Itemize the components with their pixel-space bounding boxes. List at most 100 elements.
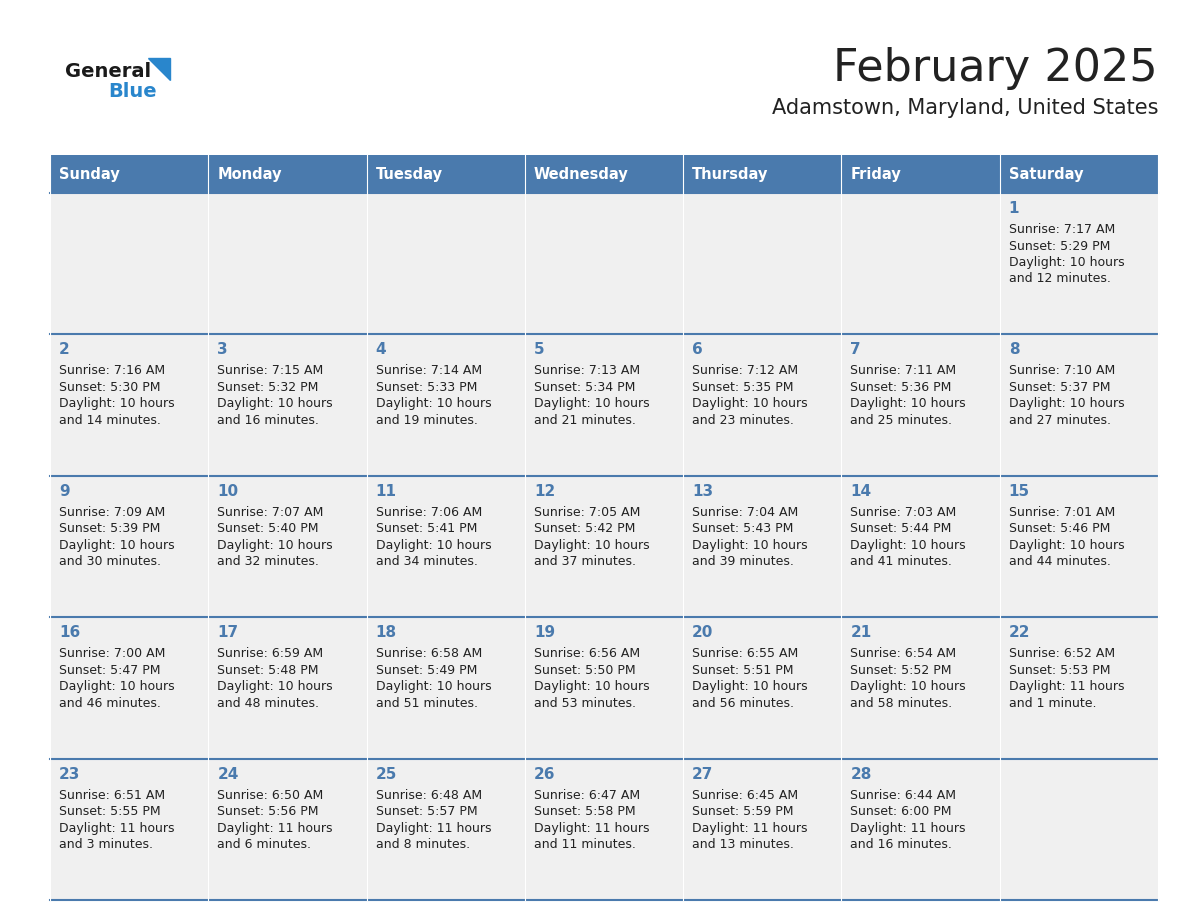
Text: and 16 minutes.: and 16 minutes. xyxy=(217,414,320,427)
Text: 28: 28 xyxy=(851,767,872,781)
Bar xyxy=(525,193,683,334)
Text: 19: 19 xyxy=(533,625,555,640)
Text: February 2025: February 2025 xyxy=(833,47,1158,89)
Text: Daylight: 10 hours: Daylight: 10 hours xyxy=(217,397,333,410)
Bar xyxy=(367,758,525,900)
Text: Sunset: 5:42 PM: Sunset: 5:42 PM xyxy=(533,522,636,535)
Text: 7: 7 xyxy=(851,342,861,357)
Text: 1: 1 xyxy=(1009,201,1019,216)
Text: Sunset: 5:40 PM: Sunset: 5:40 PM xyxy=(217,522,318,535)
Text: 27: 27 xyxy=(693,767,714,781)
Bar xyxy=(841,334,1000,476)
Text: and 34 minutes.: and 34 minutes. xyxy=(375,555,478,568)
Bar xyxy=(208,193,367,334)
Text: 15: 15 xyxy=(1009,484,1030,498)
Text: Sunrise: 6:55 AM: Sunrise: 6:55 AM xyxy=(693,647,798,660)
Text: Sunset: 5:32 PM: Sunset: 5:32 PM xyxy=(217,381,318,394)
Text: Sunrise: 6:51 AM: Sunrise: 6:51 AM xyxy=(59,789,165,801)
Text: Sunset: 5:34 PM: Sunset: 5:34 PM xyxy=(533,381,636,394)
Text: and 53 minutes.: and 53 minutes. xyxy=(533,697,636,710)
Text: Daylight: 11 hours: Daylight: 11 hours xyxy=(1009,680,1124,693)
Text: Sunset: 5:50 PM: Sunset: 5:50 PM xyxy=(533,664,636,677)
Text: Daylight: 11 hours: Daylight: 11 hours xyxy=(375,822,491,834)
Text: and 32 minutes.: and 32 minutes. xyxy=(217,555,320,568)
Text: 14: 14 xyxy=(851,484,872,498)
Bar xyxy=(367,334,525,476)
Bar xyxy=(208,617,367,758)
Text: Sunrise: 6:56 AM: Sunrise: 6:56 AM xyxy=(533,647,640,660)
Bar xyxy=(525,476,683,617)
Bar xyxy=(208,155,367,193)
Text: Sunrise: 6:52 AM: Sunrise: 6:52 AM xyxy=(1009,647,1114,660)
Text: Daylight: 10 hours: Daylight: 10 hours xyxy=(533,680,650,693)
Text: 26: 26 xyxy=(533,767,555,781)
Text: and 12 minutes.: and 12 minutes. xyxy=(1009,273,1111,285)
Bar xyxy=(841,617,1000,758)
Text: Sunset: 5:35 PM: Sunset: 5:35 PM xyxy=(693,381,794,394)
Text: Daylight: 10 hours: Daylight: 10 hours xyxy=(375,397,491,410)
Text: and 21 minutes.: and 21 minutes. xyxy=(533,414,636,427)
Text: Sunset: 5:33 PM: Sunset: 5:33 PM xyxy=(375,381,476,394)
Text: 3: 3 xyxy=(217,342,228,357)
Text: Sunset: 5:56 PM: Sunset: 5:56 PM xyxy=(217,805,318,818)
Bar xyxy=(525,617,683,758)
Text: Sunset: 5:29 PM: Sunset: 5:29 PM xyxy=(1009,240,1110,252)
Text: Sunset: 5:49 PM: Sunset: 5:49 PM xyxy=(375,664,476,677)
Text: and 58 minutes.: and 58 minutes. xyxy=(851,697,953,710)
Text: 4: 4 xyxy=(375,342,386,357)
Text: Sunset: 5:39 PM: Sunset: 5:39 PM xyxy=(59,522,160,535)
Text: and 1 minute.: and 1 minute. xyxy=(1009,697,1097,710)
Text: Monday: Monday xyxy=(217,166,282,182)
Text: and 6 minutes.: and 6 minutes. xyxy=(217,838,311,851)
Bar xyxy=(683,617,841,758)
Text: and 39 minutes.: and 39 minutes. xyxy=(693,555,794,568)
Text: Sunset: 5:30 PM: Sunset: 5:30 PM xyxy=(59,381,160,394)
Text: and 3 minutes.: and 3 minutes. xyxy=(59,838,153,851)
Text: 21: 21 xyxy=(851,625,872,640)
Text: Sunset: 5:41 PM: Sunset: 5:41 PM xyxy=(375,522,476,535)
Text: Sunrise: 7:12 AM: Sunrise: 7:12 AM xyxy=(693,364,798,377)
Text: Sunrise: 7:11 AM: Sunrise: 7:11 AM xyxy=(851,364,956,377)
Text: Sunrise: 6:47 AM: Sunrise: 6:47 AM xyxy=(533,789,640,801)
Bar xyxy=(208,476,367,617)
Bar xyxy=(841,476,1000,617)
Text: and 56 minutes.: and 56 minutes. xyxy=(693,697,794,710)
Text: Sunrise: 7:13 AM: Sunrise: 7:13 AM xyxy=(533,364,640,377)
Text: and 25 minutes.: and 25 minutes. xyxy=(851,414,953,427)
Bar xyxy=(367,617,525,758)
Text: Sunrise: 6:59 AM: Sunrise: 6:59 AM xyxy=(217,647,323,660)
Bar xyxy=(50,334,208,476)
Bar xyxy=(683,758,841,900)
Bar xyxy=(683,476,841,617)
Bar xyxy=(683,334,841,476)
Bar xyxy=(50,155,208,193)
Text: Sunset: 6:00 PM: Sunset: 6:00 PM xyxy=(851,805,952,818)
Bar xyxy=(1000,758,1158,900)
Text: General: General xyxy=(65,62,151,81)
Bar xyxy=(50,476,208,617)
Text: Daylight: 10 hours: Daylight: 10 hours xyxy=(375,680,491,693)
Text: 16: 16 xyxy=(59,625,81,640)
Text: Sunset: 5:55 PM: Sunset: 5:55 PM xyxy=(59,805,160,818)
Polygon shape xyxy=(148,58,170,80)
Text: Sunset: 5:51 PM: Sunset: 5:51 PM xyxy=(693,664,794,677)
Text: Sunset: 5:43 PM: Sunset: 5:43 PM xyxy=(693,522,794,535)
Bar xyxy=(525,155,683,193)
Text: Daylight: 10 hours: Daylight: 10 hours xyxy=(375,539,491,552)
Text: Daylight: 10 hours: Daylight: 10 hours xyxy=(59,680,175,693)
Text: Sunrise: 6:48 AM: Sunrise: 6:48 AM xyxy=(375,789,481,801)
Text: Saturday: Saturday xyxy=(1009,166,1083,182)
Bar xyxy=(367,155,525,193)
Text: Sunset: 5:37 PM: Sunset: 5:37 PM xyxy=(1009,381,1111,394)
Text: Sunrise: 7:06 AM: Sunrise: 7:06 AM xyxy=(375,506,482,519)
Text: Sunrise: 7:17 AM: Sunrise: 7:17 AM xyxy=(1009,223,1116,236)
Text: 12: 12 xyxy=(533,484,555,498)
Text: Sunset: 5:52 PM: Sunset: 5:52 PM xyxy=(851,664,952,677)
Bar xyxy=(1000,617,1158,758)
Text: and 13 minutes.: and 13 minutes. xyxy=(693,838,794,851)
Text: Sunrise: 7:14 AM: Sunrise: 7:14 AM xyxy=(375,364,481,377)
Text: Sunrise: 7:15 AM: Sunrise: 7:15 AM xyxy=(217,364,323,377)
Text: 22: 22 xyxy=(1009,625,1030,640)
Bar xyxy=(683,193,841,334)
Text: Sunrise: 7:00 AM: Sunrise: 7:00 AM xyxy=(59,647,165,660)
